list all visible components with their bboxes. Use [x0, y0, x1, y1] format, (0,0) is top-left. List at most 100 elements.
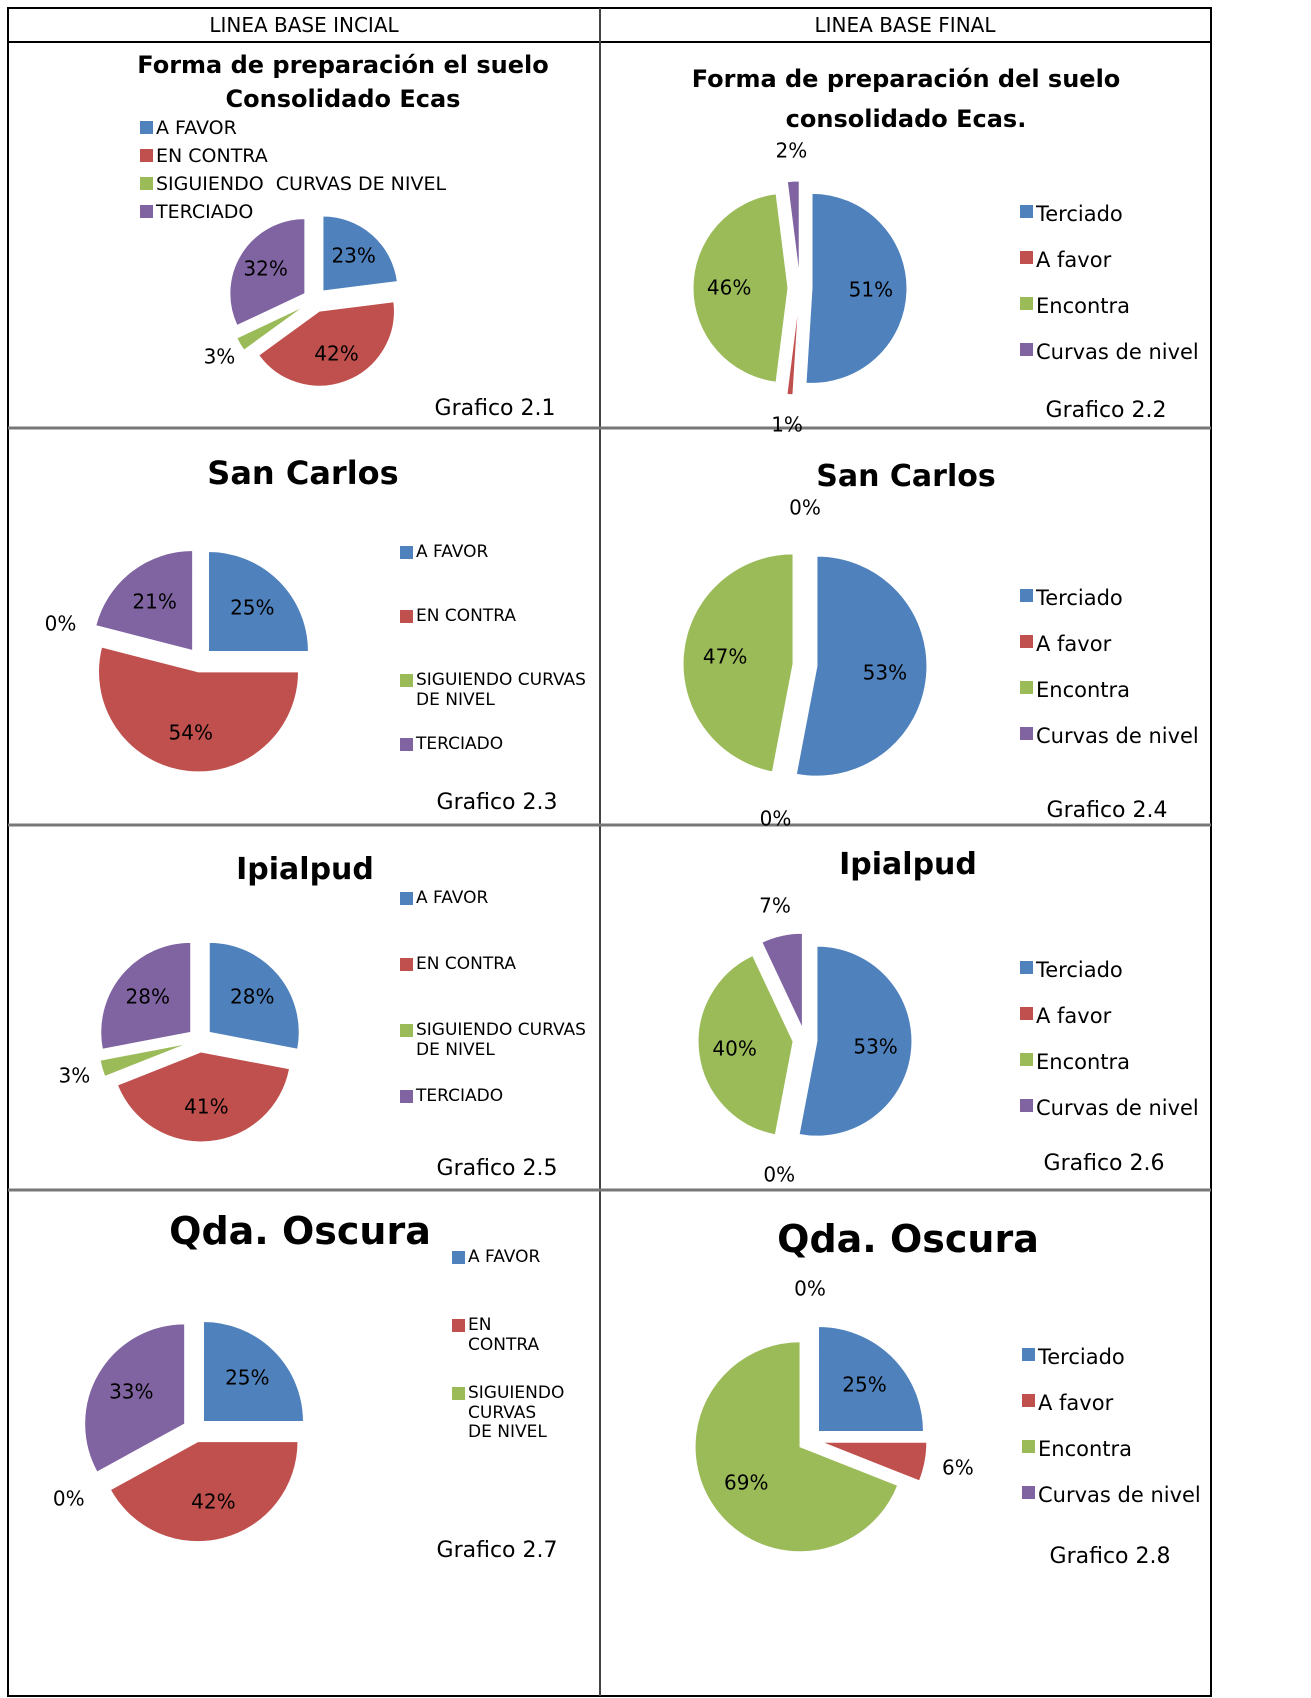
legend-swatch: [452, 1387, 465, 1400]
legend-entry: EN CONTRA: [452, 1315, 562, 1355]
legend-swatch: [400, 546, 413, 559]
legend-swatch: [1020, 1099, 1033, 1112]
legend-entry: Encontra: [1020, 678, 1210, 702]
legend-label: A favor: [1036, 1004, 1112, 1028]
legend-entry: A FAVOR: [400, 542, 590, 563]
legend-entry: Terciado: [1020, 958, 1210, 982]
legend-entry: TERCIADO: [400, 734, 590, 755]
legend-label: EN CONTRA: [468, 1315, 540, 1355]
legend-swatch: [1020, 1053, 1033, 1066]
pie-slice: [761, 932, 803, 1029]
legend-entry: Curvas de nivel: [1020, 340, 1210, 364]
legend-label: Encontra: [1036, 294, 1131, 318]
legend-swatch: [1020, 251, 1033, 264]
data-label: 0%: [44, 611, 77, 636]
chart-title: Ipialpud: [839, 847, 977, 882]
legend-swatch: [1022, 1486, 1035, 1499]
chart-title: San Carlos: [816, 459, 996, 494]
legend-entry: Curvas de nivel: [1020, 1096, 1210, 1120]
legend-label: SIGUIENDO CURVAS DE NIVEL: [416, 670, 592, 710]
legend-swatch: [1020, 343, 1033, 356]
legend-label: Terciado: [1036, 958, 1123, 982]
legend-label: A FAVOR: [468, 1247, 541, 1267]
legend-entry: SIGUIENDO CURVAS DE NIVEL: [140, 173, 500, 196]
chart-caption: Grafico 2.2: [1045, 398, 1167, 423]
chart-caption: Grafico 2.5: [436, 1156, 558, 1181]
pie-slice: [84, 1323, 186, 1473]
legend-swatch: [140, 205, 153, 218]
legend-swatch: [1020, 635, 1033, 648]
legend-label: Curvas de nivel: [1036, 724, 1199, 748]
legend-entry: Terciado: [1020, 202, 1210, 226]
data-label: 3%: [203, 344, 236, 368]
data-label: 53%: [862, 660, 908, 685]
legend-label: Terciado: [1036, 202, 1123, 226]
data-label: 53%: [853, 1034, 898, 1059]
legend-entry: TERCIADO: [140, 201, 500, 224]
legend-swatch: [140, 121, 153, 134]
legend-swatch: [452, 1319, 465, 1332]
data-label: 2%: [775, 138, 808, 163]
data-label: 0%: [763, 1162, 796, 1187]
data-label: 33%: [109, 1379, 154, 1404]
data-label: 6%: [942, 1455, 974, 1480]
legend-entry: Encontra: [1020, 1050, 1210, 1074]
legend-label: A favor: [1036, 248, 1112, 272]
legend-swatch: [140, 177, 153, 190]
legend-entry: A favor: [1022, 1391, 1212, 1415]
legend-label: A favor: [1036, 632, 1112, 656]
chart-caption: Grafico 2.4: [1046, 798, 1168, 823]
pie-slice: [99, 1042, 189, 1078]
pie-slice: [100, 941, 192, 1050]
pie-slice: [207, 551, 309, 653]
legend-swatch: [1020, 1007, 1033, 1020]
chart-title: San Carlos: [207, 454, 399, 492]
pie-slice: [236, 305, 305, 351]
data-label: 69%: [723, 1470, 769, 1495]
legend-swatch: [400, 958, 413, 971]
legend-entry: Encontra: [1022, 1437, 1212, 1461]
legend-entry: SIGUIENDO CURVAS DE NIVEL: [400, 1020, 590, 1060]
legend-label: Encontra: [1038, 1437, 1133, 1461]
data-label: 25%: [230, 595, 275, 620]
legend-label: TERCIADO: [416, 734, 504, 754]
legend-label: A favor: [1038, 1391, 1114, 1415]
pie-slice: [694, 1341, 899, 1553]
legend-label: TERCIADO: [416, 1086, 504, 1106]
pie-slice: [798, 945, 913, 1137]
legend-swatch: [1020, 205, 1033, 218]
data-label: 0%: [52, 1486, 85, 1511]
legend-swatch: [400, 674, 413, 687]
legend-label: EN CONTRA: [416, 606, 516, 626]
legend-label: EN CONTRA: [416, 954, 516, 974]
legend-swatch: [400, 1024, 413, 1037]
pie-slice: [817, 1326, 924, 1433]
legend-swatch: [400, 892, 413, 905]
legend-entry: SIGUIENDO CURVAS DE NIVEL: [452, 1383, 564, 1443]
legend-label: A FAVOR: [416, 888, 489, 908]
pie-slice: [786, 299, 800, 396]
legend-label: TERCIADO: [156, 201, 254, 223]
data-label: 42%: [191, 1489, 236, 1514]
legend-label: Encontra: [1036, 1050, 1131, 1074]
table-border: [7, 7, 1212, 1697]
column-header: LINEA BASE INCIAL: [209, 13, 399, 37]
data-label: 0%: [789, 495, 821, 520]
legend-swatch: [400, 610, 413, 623]
legend-label: Curvas de nivel: [1036, 340, 1199, 364]
pie-slice: [795, 555, 928, 777]
data-label: 25%: [225, 1365, 270, 1390]
legend-entry: EN CONTRA: [400, 606, 590, 627]
legend-entry: A favor: [1020, 632, 1210, 656]
chart-title: consolidado Ecas.: [785, 105, 1027, 133]
legend-label: EN CONTRA: [156, 145, 268, 167]
legend-label: Terciado: [1038, 1345, 1125, 1369]
pie-slice: [805, 192, 908, 384]
legend-entry: A FAVOR: [140, 117, 500, 140]
legend-entry: Terciado: [1022, 1345, 1212, 1369]
legend-swatch: [1020, 681, 1033, 694]
data-label: 7%: [759, 893, 791, 918]
legend-entry: A favor: [1020, 1004, 1210, 1028]
